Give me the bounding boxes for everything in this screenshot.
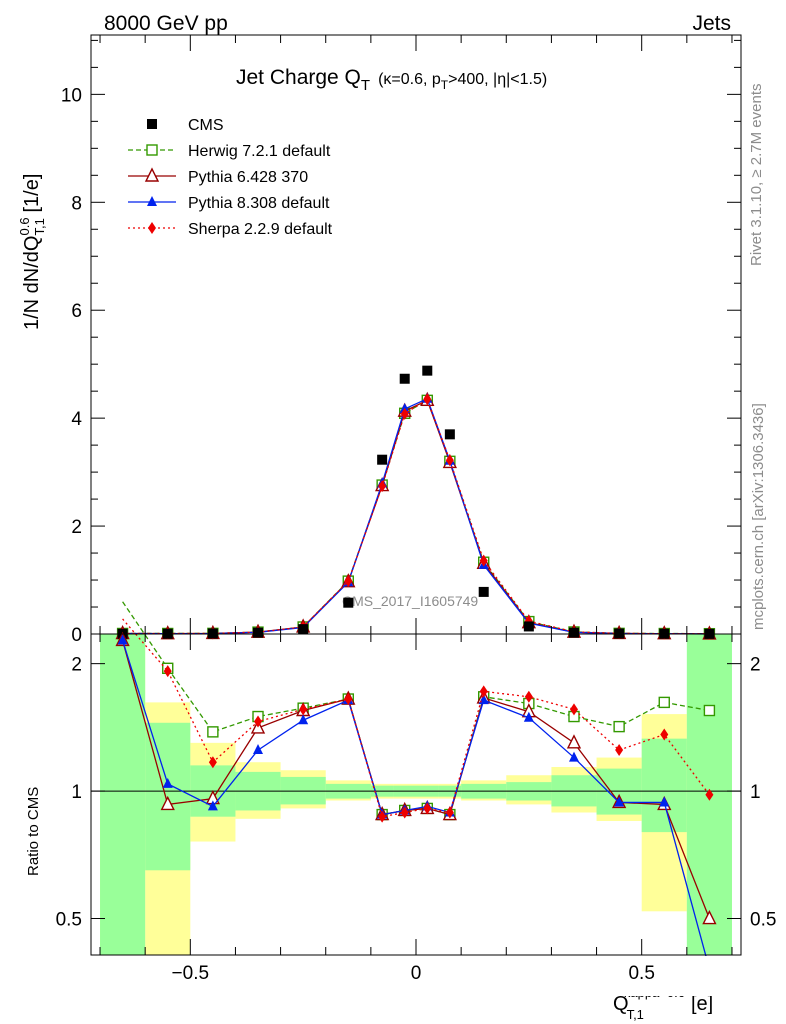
data-point bbox=[523, 621, 534, 632]
ratio-point bbox=[299, 703, 308, 716]
legend-label: Herwig 7.2.1 default bbox=[188, 143, 331, 160]
ratio-point bbox=[160, 795, 175, 811]
data-point bbox=[253, 627, 264, 638]
legend-entry: Pythia 8.308 default bbox=[128, 195, 330, 212]
ratio-point bbox=[566, 734, 582, 749]
chart-title: Jet Charge QT (κ=0.6, pT>400, |η|<1.5) bbox=[236, 66, 547, 94]
y-tick-label: 0 bbox=[71, 625, 82, 646]
legend-label: Sherpa 2.2.9 default bbox=[188, 221, 333, 238]
legend-entry: Sherpa 2.2.9 default bbox=[128, 221, 333, 238]
rivet-label: Rivet 3.1.10, ≥ 2.7M events bbox=[748, 84, 765, 267]
ratio-point bbox=[702, 909, 717, 925]
series-line bbox=[122, 398, 710, 635]
data-point bbox=[444, 429, 455, 440]
ratio-point bbox=[378, 810, 387, 823]
data-point bbox=[478, 586, 489, 597]
energy-label: 8000 GeV pp bbox=[104, 12, 228, 35]
data-point bbox=[423, 393, 432, 406]
legend: CMS Herwig 7.2.1 default Pythia 6.428 370 P… bbox=[128, 117, 333, 238]
legend-entry: Pythia 6.428 370 bbox=[128, 167, 308, 186]
band-green-bin bbox=[641, 738, 687, 833]
legend-marker bbox=[147, 119, 157, 129]
ratio-point bbox=[400, 806, 409, 819]
ratio-point bbox=[660, 728, 669, 741]
band-green-bin bbox=[100, 634, 146, 955]
ratio-y-tick-label: 2 bbox=[71, 655, 82, 676]
legend-label: Pythia 6.428 370 bbox=[188, 169, 308, 186]
ratio-point bbox=[254, 715, 263, 728]
data-point bbox=[377, 454, 388, 465]
legend-marker bbox=[144, 167, 160, 182]
legend-label: CMS bbox=[188, 117, 224, 134]
ratio-line bbox=[121, 640, 711, 919]
y-axis-title: 1/N dN/dQ0.6T,1 [1/e] bbox=[17, 174, 47, 330]
ratio-point bbox=[208, 756, 217, 769]
y-tick-label: 6 bbox=[71, 301, 82, 322]
ratio-point bbox=[423, 802, 432, 815]
ratio-line bbox=[122, 618, 710, 818]
y-tick-label: 8 bbox=[71, 193, 82, 214]
data-point bbox=[399, 373, 410, 384]
data-point bbox=[343, 597, 354, 608]
legend-label: Pythia 8.308 default bbox=[188, 195, 330, 212]
y-tick-label: 10 bbox=[61, 85, 82, 106]
data-point bbox=[445, 454, 454, 467]
x-tick-label: 0 bbox=[411, 963, 422, 984]
data-point bbox=[298, 624, 309, 635]
x-tick-label: −0.5 bbox=[172, 963, 210, 984]
ratio-point bbox=[659, 796, 670, 807]
ratio-point bbox=[703, 704, 716, 717]
ratio-point bbox=[207, 800, 218, 811]
data-point bbox=[568, 627, 579, 638]
data-point bbox=[400, 407, 409, 420]
ratio-point bbox=[613, 720, 625, 733]
ratio-point bbox=[163, 665, 172, 678]
ratio-point bbox=[569, 703, 578, 716]
axes: 0 2 4 6 8 10 −0.5 0 0.5 0.5 0.5 1 1 2 2 bbox=[56, 35, 776, 984]
legend-marker bbox=[146, 144, 158, 156]
data-point bbox=[422, 365, 433, 376]
data-point bbox=[378, 480, 387, 493]
ratio-point bbox=[344, 693, 353, 706]
ratio-y-tick-label: 1 bbox=[71, 782, 82, 803]
ratio-point bbox=[253, 744, 264, 755]
ratio-plot bbox=[0, 601, 786, 996]
ratio-point bbox=[614, 796, 625, 807]
ratio-y-tick-label-right: 2 bbox=[750, 655, 761, 676]
ratio-axis-title: Ratio to CMS bbox=[25, 787, 42, 876]
watermark: CMS_2017_I1605749 bbox=[342, 593, 478, 609]
ratio-y-tick-label-right: 0.5 bbox=[750, 910, 776, 931]
data-point bbox=[479, 554, 488, 567]
ratio-point bbox=[523, 711, 534, 722]
legend-entry: Herwig 7.2.1 default bbox=[128, 143, 331, 160]
ratio-point bbox=[117, 634, 128, 645]
ratio-y-tick-label: 0.5 bbox=[56, 910, 82, 931]
ratio-point bbox=[658, 696, 670, 709]
ratio-point bbox=[524, 690, 533, 703]
legend-marker bbox=[147, 196, 157, 206]
ratio-point bbox=[298, 714, 309, 725]
mcplots-label: mcplots.cern.ch [arXiv:1306.3436] bbox=[750, 403, 767, 630]
ratio-line bbox=[121, 640, 711, 970]
data-point bbox=[344, 575, 353, 588]
legend-marker bbox=[148, 222, 156, 234]
ratio-series-sherpa-2-2-9-default bbox=[122, 618, 714, 823]
y-tick-label: 2 bbox=[71, 517, 82, 538]
y-tick-label: 4 bbox=[71, 409, 82, 430]
ratio-clip bbox=[0, 956, 786, 996]
ratio-point bbox=[568, 751, 579, 762]
ratio-y-tick-label-right: 1 bbox=[750, 782, 761, 803]
ratio-point bbox=[479, 685, 488, 698]
legend-entry: CMS bbox=[147, 117, 224, 134]
ratio-point bbox=[445, 806, 454, 819]
x-tick-label: 0.5 bbox=[628, 963, 654, 984]
ratio-point bbox=[207, 726, 219, 738]
category-label: Jets bbox=[692, 12, 731, 35]
ratio-point bbox=[705, 788, 714, 801]
ratio-point bbox=[162, 777, 173, 788]
ratio-point bbox=[615, 744, 624, 757]
